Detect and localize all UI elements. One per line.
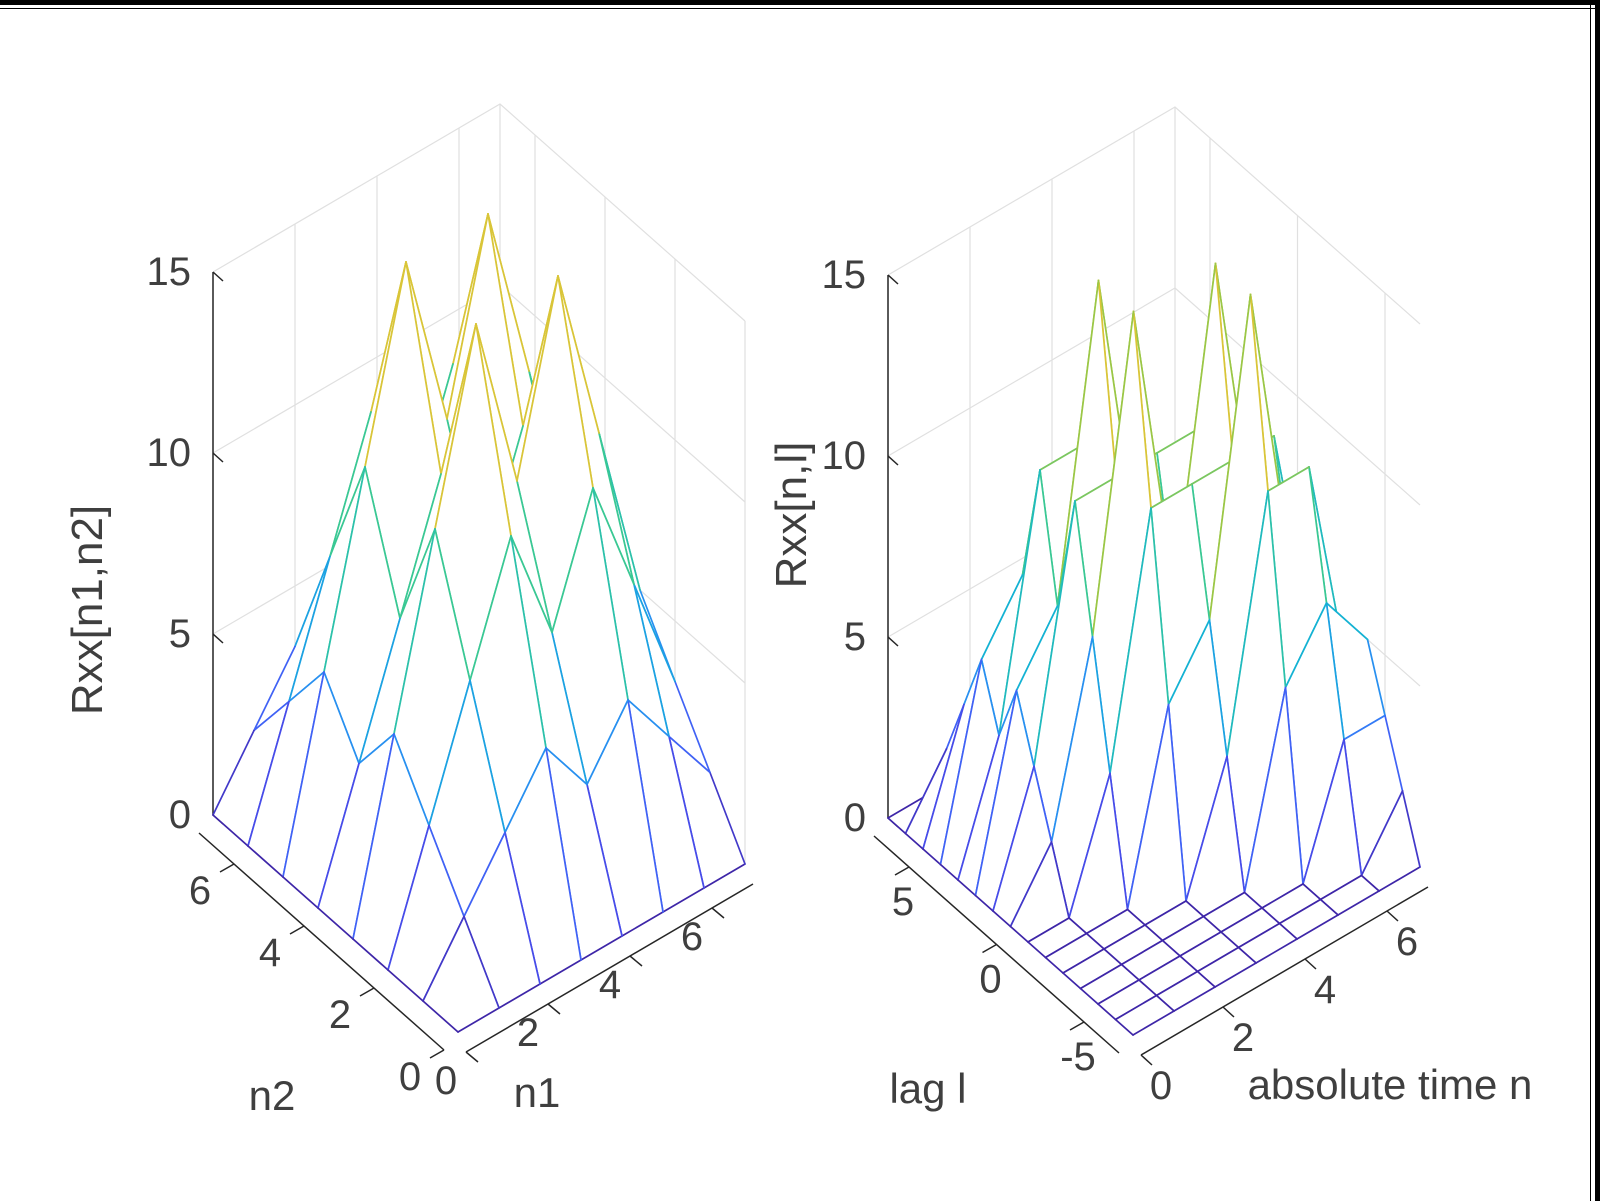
left-mesh-plot: 0 5 10 15 0 2 4 6 0 2 4 6 (147, 103, 754, 1103)
axis-rulers (873, 274, 1429, 1066)
left-plot-z-axis-label: Rxx[n1,n2] (63, 505, 112, 715)
mesh-surface (887, 262, 1421, 1036)
z-tick-label: 10 (147, 431, 192, 475)
z-tick-label: 0 (169, 793, 191, 837)
x-tick-label: 2 (1232, 1016, 1254, 1060)
right-plot-y-axis-label: lag l (889, 1065, 966, 1112)
x-tick-label: 6 (681, 915, 703, 959)
x-tick-label: 0 (435, 1059, 457, 1103)
z-tick-label: 15 (147, 250, 192, 294)
y-tick-label: 6 (189, 869, 211, 913)
z-tick-label: 10 (822, 434, 867, 478)
right-plot-x-axis-label: absolute time n (1248, 1061, 1533, 1108)
frame-right-inner-line (1590, 0, 1591, 1201)
y-tick-label: 4 (259, 931, 281, 975)
right-plot-z-axis-label: Rxx[n,l] (767, 442, 816, 589)
y-tick-label: 0 (399, 1055, 421, 1099)
y-tick-label: 5 (892, 880, 914, 924)
frame-top-bar (0, 0, 1600, 5)
x-tick-label: 4 (1314, 968, 1336, 1012)
left-plot-x-axis-label: n1 (514, 1069, 561, 1116)
y-tick-label: 2 (329, 993, 351, 1037)
y-tick-label: -5 (1060, 1035, 1096, 1079)
x-tick-label: 0 (1150, 1064, 1172, 1108)
x-tick-label: 2 (517, 1011, 539, 1055)
x-tick-label: 6 (1396, 920, 1418, 964)
left-plot-y-axis-label: n2 (249, 1072, 296, 1119)
z-tick-label: 5 (169, 612, 191, 656)
z-tick-label: 5 (844, 615, 866, 659)
z-tick-label: 0 (844, 796, 866, 840)
x-tick-label: 4 (599, 963, 621, 1007)
y-tick-label: 0 (979, 958, 1001, 1002)
mesh-surface (212, 213, 746, 1033)
z-tick-label: 15 (822, 253, 867, 297)
axis-rulers (198, 271, 754, 1063)
frame-right-bar (1595, 0, 1600, 1201)
frame-top-inner-line (0, 8, 1600, 9)
tick-labels: 0 5 10 15 0 2 4 6 0 2 4 6 (147, 250, 704, 1103)
